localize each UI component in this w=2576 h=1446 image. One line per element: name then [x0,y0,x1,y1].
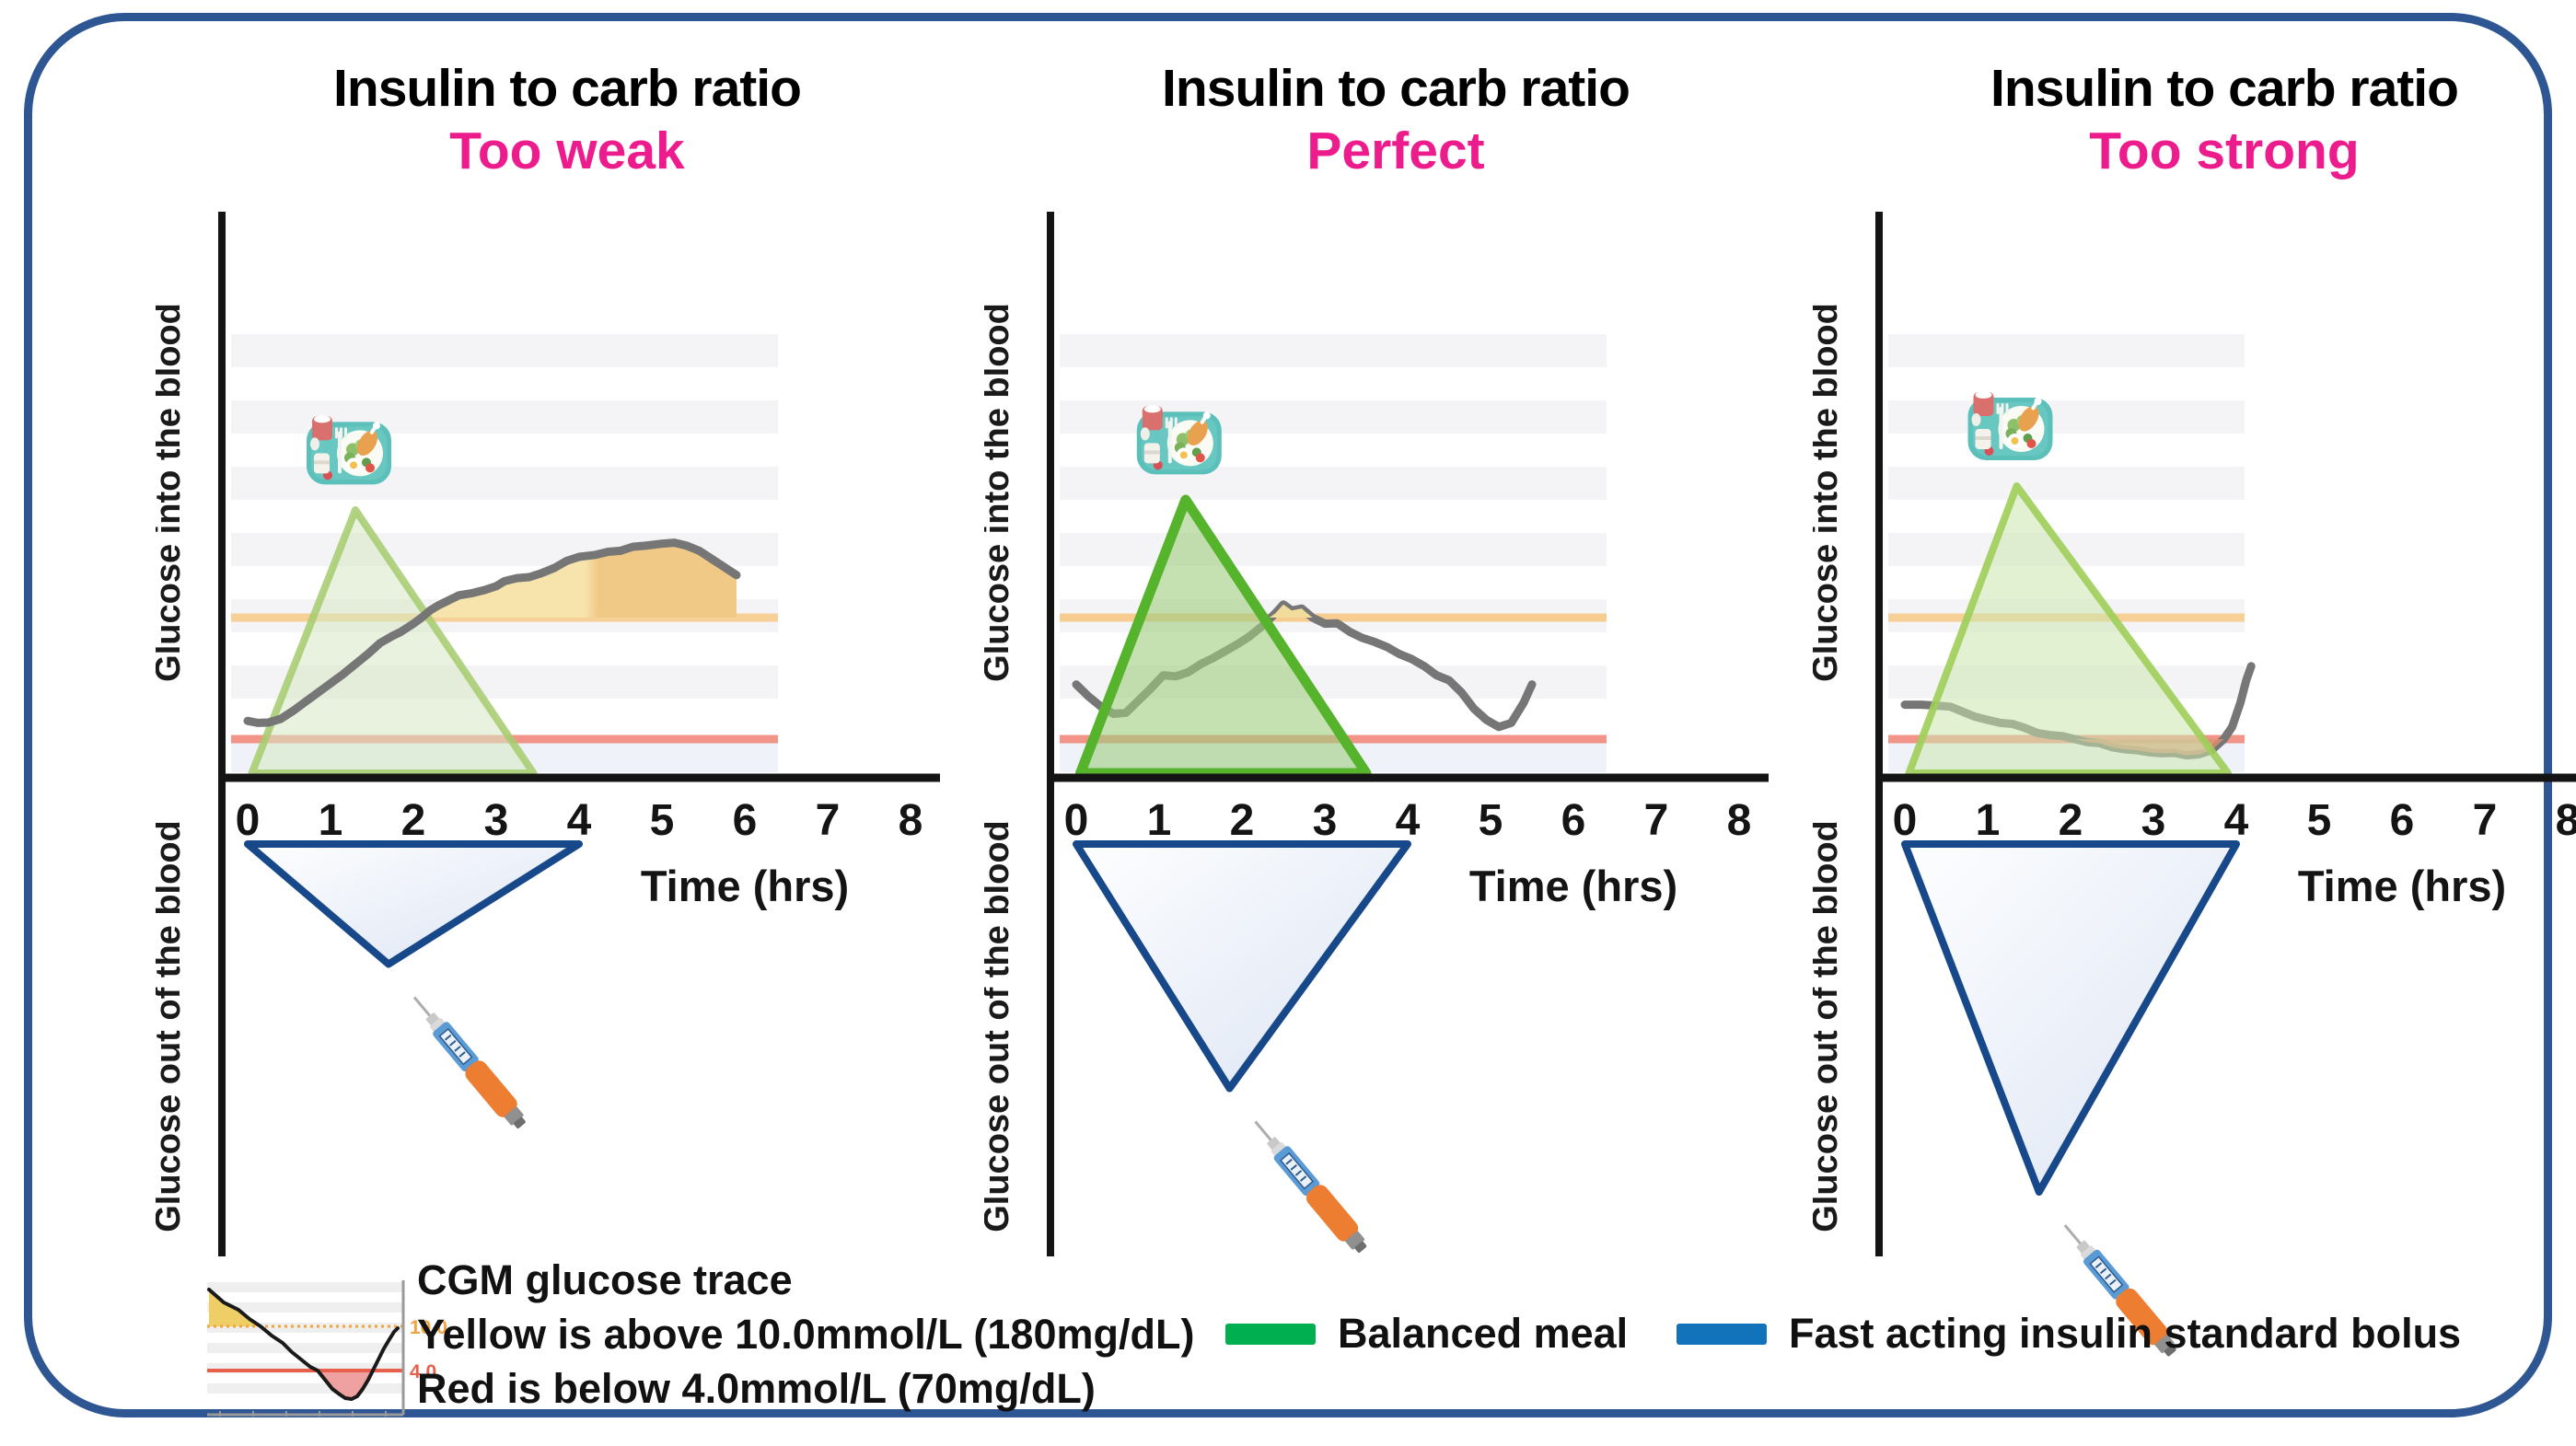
insulin-pen-icon [1245,1113,1374,1259]
above-range-fill [422,542,737,618]
x-tick-label: 7 [816,796,841,845]
x-tick-label: 1 [319,796,343,845]
meal-tray-icon [307,415,391,485]
x-axis-title: Time (hrs) [2298,862,2506,910]
legend-cgm-low-note: Red is below 4.0mmol/L (70mg/dL) [417,1365,1096,1412]
x-tick-label: 3 [1313,796,1338,845]
figure-frame: Insulin to carb ratio Too weak 0 1 2 3 4 5 6 7 8… [24,13,2576,1417]
cgm-trace-line [243,538,741,727]
x-tick-label: 2 [1230,796,1255,845]
x-tick-label: 1 [1976,796,2001,845]
x-tick-label: 3 [2141,796,2166,845]
balanced-meal-label: Balanced meal [1338,1310,1629,1357]
chart-too-weak: 0 1 2 3 4 5 6 7 8 Time (hrs) Glucose into the bloo… [156,212,940,1256]
panel-too-strong: Insulin to carb ratio Too strong 0 1 2 3 4 5 6… [1767,58,2576,1440]
x-axis-title: Time (hrs) [641,862,849,910]
x-tick-label: 8 [899,796,923,845]
cgm-low-threshold-value: 4.0 [410,1361,436,1382]
x-tick-label: 0 [236,796,261,845]
background-band [1060,334,1607,367]
x-tick-label: 5 [1479,796,1503,845]
y-axis-label-top: Glucose into the blood [984,303,1016,682]
y-axis-label-top: Glucose into the blood [1813,303,1845,682]
meal-tray-icon [1136,405,1222,475]
insulin-bolus-triangle [1073,840,1411,1093]
x-tick-label: 3 [484,796,509,845]
x-tick-label: 7 [1644,796,1669,845]
y-axis-label-bottom: Glucose out of the blood [156,820,188,1232]
panel-perfect: Insulin to carb ratio Perfect 0 1 2 3 4 5 6 7 8 T… [938,58,1769,1440]
x-tick-label: 4 [567,796,592,845]
panel-subtitle: Too strong [2089,121,2360,180]
x-tick-label: 1 [1147,796,1172,845]
legend-item-insulin-bolus: Fast acting insulin standard bolus [1677,1310,2461,1358]
balanced-meal-swatch [1225,1323,1316,1345]
panel-title: Insulin to carb ratio [1990,59,2459,118]
panels-row: Insulin to carb ratio Too weak 0 1 2 3 4 5 6 7 8… [110,58,2576,1440]
balanced-meal-triangle [1905,482,2232,777]
x-tick-label: 0 [1893,796,1918,845]
x-tick-label: 4 [2224,796,2249,845]
legend-cgm-title: CGM glucose trace [417,1256,793,1303]
background-band [1060,467,1607,500]
y-axis-label-bottom: Glucose out of the blood [984,820,1016,1232]
x-tick-label: 6 [2390,796,2415,845]
balanced-meal-triangle [1075,494,1372,779]
balanced-meal-triangle [248,506,538,777]
background-band [1888,467,2245,500]
legend-cgm-text: CGM glucose trace Yellow is above 10.0mm… [417,1253,1194,1416]
cgm-mini-chart-icon: 10.0 4.0 [207,1280,447,1417]
meal-tray-icon [1967,391,2053,460]
panel-title: Insulin to carb ratio [333,59,802,118]
panel-subtitle: Perfect [1306,121,1485,180]
insulin-bolus-triangle [1901,840,2240,1196]
background-band [1060,533,1607,566]
insulin-bolus-triangle [244,840,583,968]
above-range-fill [1269,604,1313,618]
x-tick-label: 8 [1727,796,1752,845]
chart-perfect: 0 1 2 3 4 5 6 7 8 Time (hrs) Glucose into the bloo… [984,212,1769,1259]
background-band [1888,400,2245,434]
y-axis-label-bottom: Glucose out of the blood [1813,820,1845,1232]
x-tick-label: 2 [2059,796,2083,845]
background-band [1888,334,2245,367]
chart-too-strong: 0 1 2 3 4 5 6 7 8 Time (hrs) Glucose into the bloo… [1813,212,2576,1362]
x-tick-label: 0 [1064,796,1089,845]
insulin-pen-icon [404,989,532,1135]
x-tick-label: 2 [401,796,426,845]
y-axis-label-top: Glucose into the blood [156,303,188,682]
insulin-bolus-label: Fast acting insulin standard bolus [1789,1310,2462,1357]
x-axis-title: Time (hrs) [1469,862,1677,910]
legend: 10.0 4.0 CGM glucose trace Yellow is abov… [187,1253,2544,1446]
background-band [231,334,778,367]
panel-title: Insulin to carb ratio [1162,59,1630,118]
x-tick-label: 5 [2307,796,2332,845]
panel-subtitle: Too weak [449,121,685,180]
legend-cgm-high-note: Yellow is above 10.0mmol/L (180mg/dL) [417,1311,1195,1358]
legend-item-balanced-meal: Balanced meal [1225,1310,1628,1358]
x-tick-label: 5 [650,796,675,845]
x-tick-label: 8 [2556,796,2576,845]
x-tick-label: 6 [1561,796,1586,845]
x-tick-label: 7 [2473,796,2498,845]
x-tick-label: 6 [733,796,758,845]
panel-too-weak: Insulin to carb ratio Too weak 0 1 2 3 4 5 6 7 8… [110,58,940,1440]
cgm-high-threshold-value: 10.0 [410,1317,447,1338]
x-tick-label: 4 [1396,796,1421,845]
insulin-bolus-swatch [1677,1323,1767,1345]
